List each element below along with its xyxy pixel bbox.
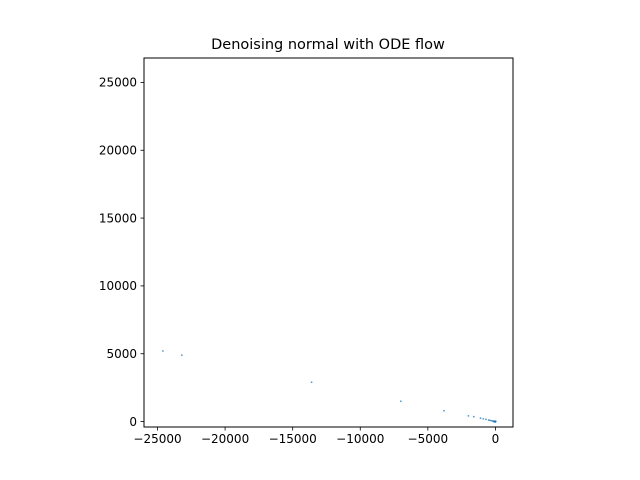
data-point bbox=[180, 354, 183, 356]
x-tick-label: −25000 bbox=[133, 432, 181, 446]
data-point bbox=[489, 419, 491, 422]
data-point bbox=[490, 419, 493, 422]
plot-frame bbox=[143, 57, 514, 428]
data-point bbox=[310, 381, 313, 384]
data-point bbox=[485, 418, 487, 421]
y-tick-label: 0 bbox=[129, 415, 137, 429]
data-point bbox=[162, 350, 164, 352]
data-point bbox=[467, 414, 470, 417]
x-tick-label: −10000 bbox=[336, 432, 384, 446]
data-point bbox=[479, 417, 482, 420]
data-point bbox=[494, 420, 497, 423]
x-axis: −25000 −20000 −15000 −10000 −5000 0 bbox=[133, 427, 499, 446]
x-tick-label: 0 bbox=[492, 432, 500, 446]
data-point bbox=[487, 419, 490, 421]
data-point bbox=[443, 409, 445, 412]
y-tick-label: 10000 bbox=[99, 279, 137, 293]
chart-title: Denoising normal with ODE flow bbox=[211, 37, 445, 53]
y-tick-label: 25000 bbox=[99, 76, 137, 90]
points-layer bbox=[162, 350, 497, 423]
x-tick-label: −15000 bbox=[269, 432, 317, 446]
x-tick-label: −5000 bbox=[408, 432, 449, 446]
data-point bbox=[493, 421, 496, 423]
y-tick-label: 15000 bbox=[99, 211, 137, 225]
y-tick-label: 20000 bbox=[99, 144, 137, 158]
y-axis: 0 5000 10000 15000 20000 25000 bbox=[99, 76, 144, 429]
data-point bbox=[399, 400, 402, 403]
data-point bbox=[482, 417, 485, 420]
x-tick-label: −20000 bbox=[201, 432, 249, 446]
data-point bbox=[472, 415, 475, 418]
y-tick-label: 5000 bbox=[106, 347, 137, 361]
